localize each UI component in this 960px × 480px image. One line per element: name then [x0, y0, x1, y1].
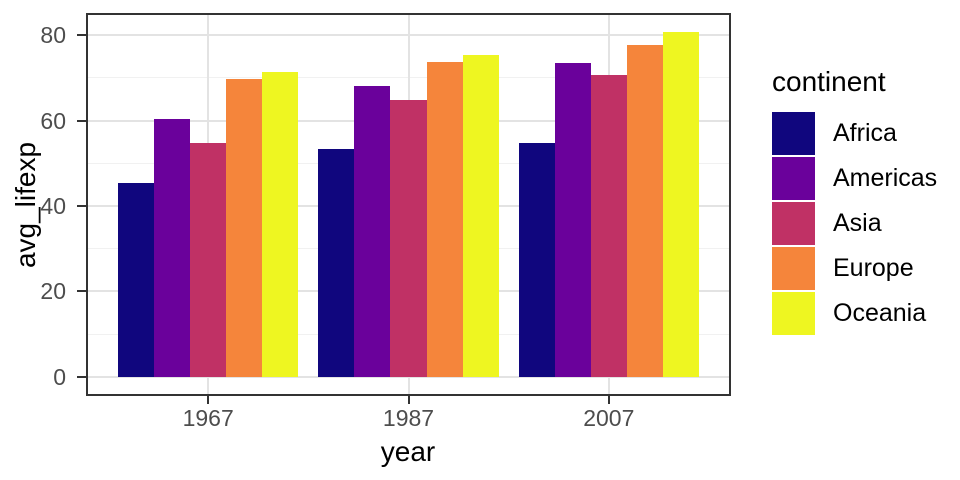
- legend-key-europe: [772, 247, 815, 290]
- y-tick-label: 40: [40, 193, 66, 220]
- x-axis-title: year: [380, 436, 436, 467]
- legend-key-asia: [772, 202, 815, 245]
- legend-label-africa: Africa: [833, 119, 897, 147]
- bar-oceania-1967: [262, 72, 299, 377]
- bar-americas-2007: [554, 62, 591, 377]
- x-tick-label: 2007: [583, 405, 635, 431]
- legend-key-africa: [772, 112, 815, 155]
- bar-africa-2007: [518, 142, 555, 377]
- x-tick-mark: [407, 396, 410, 404]
- y-tick-mark: [77, 290, 86, 293]
- legend-label-americas: Americas: [833, 164, 938, 192]
- y-tick-label: 80: [40, 22, 66, 49]
- legend-title: continent: [772, 66, 886, 97]
- legend-key-americas: [772, 157, 815, 200]
- bar-asia-2007: [590, 74, 627, 377]
- y-tick-mark: [77, 375, 86, 378]
- legend-label-asia: Asia: [833, 209, 882, 237]
- y-tick-label: 0: [53, 363, 66, 390]
- legend-label-oceania: Oceania: [833, 299, 927, 327]
- bar-europe-2007: [626, 45, 663, 377]
- bar-europe-1967: [226, 79, 263, 377]
- bar-europe-1987: [426, 62, 463, 377]
- bar-oceania-1987: [462, 55, 499, 377]
- bar-oceania-2007: [662, 32, 699, 377]
- bar-americas-1967: [154, 118, 191, 377]
- legend-label-europe: Europe: [833, 254, 914, 282]
- bar-asia-1987: [390, 99, 427, 377]
- bar-africa-1987: [318, 149, 355, 377]
- y-tick-mark: [77, 205, 86, 208]
- y-tick-label: 20: [40, 278, 66, 305]
- y-tick-mark: [77, 34, 86, 37]
- y-tick-mark: [77, 119, 86, 122]
- bar-africa-1967: [118, 183, 155, 377]
- y-tick-label: 60: [40, 107, 66, 134]
- bar-asia-1967: [190, 143, 227, 377]
- legend-key-oceania: [772, 292, 815, 335]
- x-tick-label: 1987: [382, 405, 435, 431]
- x-tick-mark: [207, 396, 210, 404]
- x-tick-label: 1967: [182, 405, 234, 431]
- bar-americas-1987: [354, 86, 391, 377]
- x-tick-mark: [607, 396, 610, 404]
